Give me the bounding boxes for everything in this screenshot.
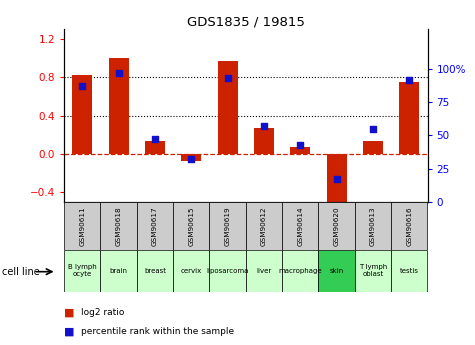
Text: GSM90616: GSM90616 <box>406 206 412 246</box>
Text: percentile rank within the sample: percentile rank within the sample <box>81 327 234 336</box>
Bar <box>318 202 355 250</box>
Bar <box>290 147 310 154</box>
Bar <box>101 202 137 250</box>
Bar <box>64 202 101 250</box>
Bar <box>145 141 165 154</box>
Bar <box>101 250 137 292</box>
Text: cervix: cervix <box>180 268 202 274</box>
Text: GSM90617: GSM90617 <box>152 206 158 246</box>
Text: GSM90619: GSM90619 <box>225 206 231 246</box>
Text: skin: skin <box>330 268 344 274</box>
Point <box>406 77 413 82</box>
Bar <box>327 154 347 204</box>
Bar <box>209 202 246 250</box>
Text: liver: liver <box>256 268 272 274</box>
Text: breast: breast <box>144 268 166 274</box>
Bar <box>399 82 419 154</box>
Text: GSM90620: GSM90620 <box>333 206 340 246</box>
Text: ■: ■ <box>64 327 75 337</box>
Text: liposarcoma: liposarcoma <box>207 268 249 274</box>
Text: testis: testis <box>400 268 419 274</box>
Bar <box>109 58 129 154</box>
Text: T lymph
oblast: T lymph oblast <box>359 264 387 277</box>
Bar <box>282 250 318 292</box>
Bar <box>363 141 383 154</box>
Point <box>224 76 231 81</box>
Text: log2 ratio: log2 ratio <box>81 308 124 317</box>
Text: GSM90612: GSM90612 <box>261 206 267 246</box>
Point <box>115 70 123 76</box>
Point <box>369 126 377 131</box>
Bar <box>72 75 92 154</box>
Bar <box>391 202 428 250</box>
Bar <box>181 154 201 161</box>
Point <box>78 83 86 89</box>
Bar <box>137 250 173 292</box>
Bar <box>246 250 282 292</box>
Bar <box>355 250 391 292</box>
Text: cell line: cell line <box>2 267 40 276</box>
Point <box>296 142 304 148</box>
Text: GSM90618: GSM90618 <box>115 206 122 246</box>
Text: ■: ■ <box>64 307 75 317</box>
Bar <box>137 202 173 250</box>
Bar <box>218 61 238 154</box>
Text: B lymph
ocyte: B lymph ocyte <box>68 264 97 277</box>
Text: GSM90611: GSM90611 <box>79 206 86 246</box>
Bar <box>318 250 355 292</box>
Bar <box>64 250 101 292</box>
Point <box>151 137 159 142</box>
Title: GDS1835 / 19815: GDS1835 / 19815 <box>187 15 305 28</box>
Text: brain: brain <box>110 268 128 274</box>
Text: GSM90615: GSM90615 <box>188 206 194 246</box>
Bar <box>209 250 246 292</box>
Bar <box>246 202 282 250</box>
Text: GSM90614: GSM90614 <box>297 206 304 246</box>
Bar <box>282 202 318 250</box>
Point <box>260 124 268 129</box>
Text: macrophage: macrophage <box>278 268 322 274</box>
Point <box>333 177 341 182</box>
Bar <box>173 250 209 292</box>
Point <box>188 157 195 162</box>
Bar <box>355 202 391 250</box>
Bar <box>173 202 209 250</box>
Bar <box>391 250 428 292</box>
Bar <box>254 128 274 154</box>
Text: GSM90613: GSM90613 <box>370 206 376 246</box>
